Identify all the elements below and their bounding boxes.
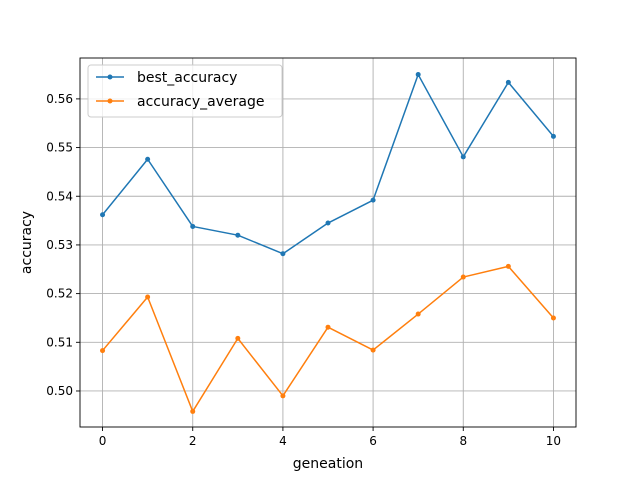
data-point-accuracy-average	[460, 274, 466, 280]
x-tick-label: 6	[369, 434, 377, 448]
y-axis-label: accuracy	[19, 211, 35, 274]
legend: best_accuracy accuracy_average	[87, 64, 283, 118]
data-point-accuracy-average	[550, 315, 556, 321]
data-point-best-accuracy	[145, 156, 151, 162]
data-point-best-accuracy	[190, 223, 196, 229]
y-tick-label: 0.50	[46, 384, 73, 398]
data-point-accuracy-average	[415, 311, 421, 317]
data-point-best-accuracy	[415, 72, 421, 78]
data-point-best-accuracy	[325, 220, 331, 226]
y-tick-label: 0.52	[46, 287, 73, 301]
data-point-accuracy-average	[370, 347, 376, 353]
data-point-best-accuracy	[235, 232, 241, 238]
series-layer	[100, 72, 556, 414]
data-point-accuracy-average	[190, 408, 196, 414]
data-point-best-accuracy	[370, 197, 376, 203]
y-tick-label: 0.54	[46, 189, 73, 203]
y-tick-label: 0.51	[46, 335, 73, 349]
data-point-accuracy-average	[505, 263, 511, 269]
y-tick-label: 0.55	[46, 141, 73, 155]
data-point-accuracy-average	[325, 324, 331, 330]
plot-frame	[79, 57, 577, 428]
data-point-best-accuracy	[550, 133, 556, 139]
x-axis-label: geneation	[293, 456, 363, 472]
data-point-accuracy-average	[235, 335, 241, 341]
data-point-best-accuracy	[280, 251, 286, 257]
x-tick-label: 2	[189, 434, 197, 448]
data-point-best-accuracy	[460, 154, 466, 160]
data-point-accuracy-average	[280, 393, 286, 399]
x-tick-label: 4	[279, 434, 287, 448]
axis-ticks: 0 2 4 6 8 10 0.50 0.51 0.52 0.53 0.54 0.55 0.56	[46, 92, 561, 448]
legend-label-accuracy-average: accuracy_average	[137, 94, 264, 110]
legend-box	[87, 64, 283, 118]
data-point-best-accuracy	[100, 212, 106, 218]
data-point-best-accuracy	[505, 79, 511, 85]
legend-marker-accuracy-average	[107, 98, 113, 104]
x-tick-label: 8	[459, 434, 467, 448]
grid	[80, 58, 576, 427]
data-point-accuracy-average	[145, 294, 151, 300]
y-tick-label: 0.53	[46, 238, 73, 252]
x-tick-label: 10	[546, 434, 561, 448]
data-point-accuracy-average	[100, 348, 106, 354]
x-tick-label: 0	[99, 434, 107, 448]
y-tick-label: 0.56	[46, 92, 73, 106]
legend-marker-best-accuracy	[107, 74, 113, 80]
legend-label-best-accuracy: best_accuracy	[137, 70, 237, 86]
